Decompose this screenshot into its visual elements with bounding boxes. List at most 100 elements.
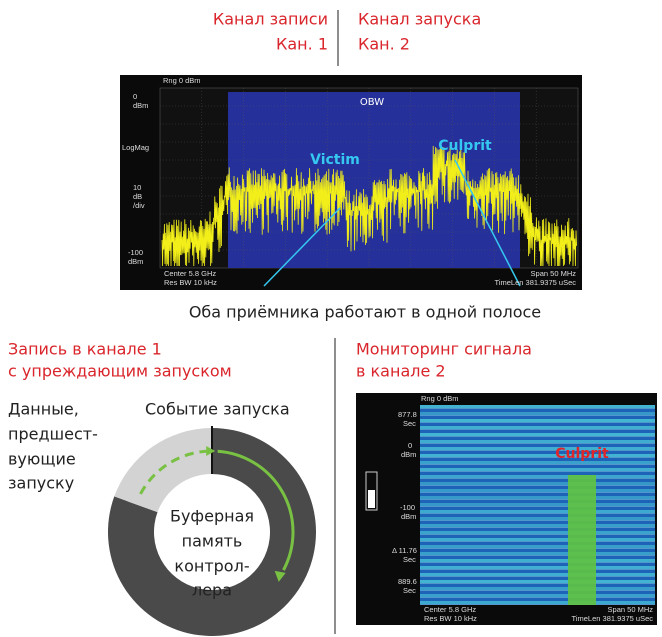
row xyxy=(420,545,655,548)
obw-region xyxy=(228,92,520,268)
row xyxy=(420,569,655,570)
row xyxy=(420,443,655,444)
row xyxy=(420,440,655,443)
panel-title: Запись в канале 1 xyxy=(8,340,162,359)
row xyxy=(420,464,655,465)
footer-timelen: TimeLen 381.9375 uSec xyxy=(495,278,577,287)
figure: Канал записи Кан. 1 Канал запуска Кан. 2… xyxy=(0,0,662,637)
panel-title: с упреждающим запуском xyxy=(8,362,232,381)
trigger-channel: Кан. 2 xyxy=(358,35,410,54)
y-label: 10 xyxy=(133,183,141,192)
trigger-event: Событие запуска xyxy=(145,400,290,419)
buffer-label: лера xyxy=(192,581,232,600)
y-label: dB xyxy=(133,192,142,201)
buffer-label: память xyxy=(182,532,243,551)
row xyxy=(420,573,655,576)
row xyxy=(420,408,655,409)
footer-span: Span 50 MHz xyxy=(608,605,654,614)
y-label: 889.6 xyxy=(398,577,417,586)
row xyxy=(420,429,655,430)
y-label: LogMag xyxy=(122,143,149,152)
trigger-title: Канал запуска xyxy=(358,10,481,29)
y-label: -100 xyxy=(128,248,143,257)
footer-span: Span 50 MHz xyxy=(531,269,577,278)
panel-title: в канале 2 xyxy=(356,362,446,381)
panel-title: Мониторинг сигнала xyxy=(356,340,532,359)
spectrum-screen: Rng 0 dBm 0 dBm LogMag 10 dB /div -100 d… xyxy=(120,75,582,290)
y-label: 0 xyxy=(408,441,412,450)
row xyxy=(420,506,655,507)
footer-rbw: Res BW 10 kHz xyxy=(424,614,477,623)
row xyxy=(420,590,655,591)
row xyxy=(420,517,655,520)
y-label: -100 xyxy=(400,503,415,512)
buffer-pre xyxy=(114,428,212,512)
row xyxy=(420,405,655,408)
spectrogram-screen: Rng 0 dBm 877.8 Sec 0 dBm -100 dBm Δ 11.… xyxy=(356,393,657,625)
y-label: Sec xyxy=(403,419,416,428)
row xyxy=(420,415,655,416)
row xyxy=(420,527,655,528)
range: Rng 0 dBm xyxy=(421,394,459,403)
row xyxy=(420,594,655,597)
row xyxy=(420,461,655,464)
row xyxy=(420,520,655,521)
row xyxy=(420,531,655,534)
row xyxy=(420,482,655,485)
record-title: Канал записи xyxy=(213,10,328,29)
row xyxy=(420,485,655,486)
row xyxy=(420,524,655,527)
row xyxy=(420,492,655,493)
pretrigger-label: вующие xyxy=(8,450,76,469)
pretrigger-label: предшест- xyxy=(8,425,98,444)
buffer-label: Буферная xyxy=(170,507,254,526)
row xyxy=(420,499,655,500)
victim-label: Victim xyxy=(310,152,360,168)
y-label: Sec xyxy=(403,586,416,595)
row xyxy=(420,419,655,422)
row xyxy=(420,426,655,429)
record-channel: Кан. 1 xyxy=(276,35,328,54)
page: Канал записи Кан. 1 Канал запуска Кан. 2… xyxy=(0,0,662,637)
row xyxy=(420,450,655,451)
row xyxy=(420,503,655,506)
obw-label: OBW xyxy=(360,97,384,108)
row xyxy=(420,412,655,415)
row xyxy=(420,447,655,450)
buffer-label: контрол- xyxy=(174,557,249,576)
y-label: dBm xyxy=(401,450,416,459)
row xyxy=(420,587,655,590)
row xyxy=(420,489,655,492)
row xyxy=(420,538,655,541)
culprit-label: Culprit xyxy=(555,446,609,462)
row xyxy=(420,566,655,569)
range: Rng 0 dBm xyxy=(163,76,201,85)
row xyxy=(420,454,655,457)
y-label: Δ 11.76 xyxy=(392,546,417,555)
row xyxy=(420,478,655,479)
row xyxy=(420,576,655,577)
row xyxy=(420,471,655,472)
culprit-band xyxy=(568,475,596,605)
row xyxy=(420,436,655,437)
y-label: 0 xyxy=(133,92,137,101)
row xyxy=(420,559,655,562)
row xyxy=(420,583,655,584)
row xyxy=(420,555,655,556)
row xyxy=(420,422,655,423)
colorbar-fill xyxy=(368,490,375,508)
footer-center: Center 5.8 GHz xyxy=(424,605,476,614)
row xyxy=(420,513,655,514)
y-label: dBm xyxy=(133,101,148,110)
row xyxy=(420,548,655,549)
y-label: Sec xyxy=(403,555,416,564)
row xyxy=(420,475,655,478)
row xyxy=(420,541,655,542)
y-label: 877.8 xyxy=(398,410,417,419)
pretrigger-label: Данные, xyxy=(8,400,79,419)
row xyxy=(420,562,655,563)
caption: Оба приёмника работают в одной полосе xyxy=(189,303,541,322)
row xyxy=(420,534,655,535)
row xyxy=(420,433,655,436)
y-label: /div xyxy=(133,201,145,210)
